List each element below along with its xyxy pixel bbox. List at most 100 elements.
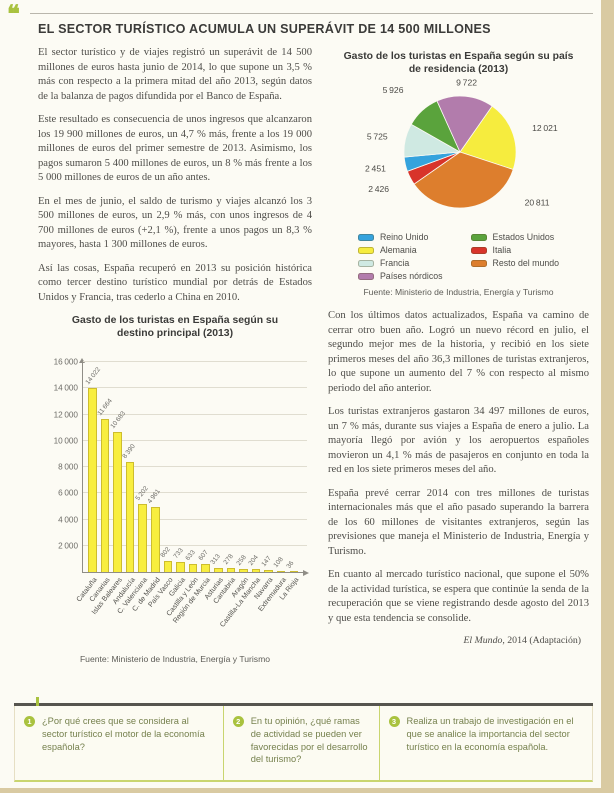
bar-slot: 633 Castilla y León [164, 362, 199, 618]
right-column: Gasto de los turistas en España según su… [328, 46, 589, 664]
bar-slot: 8 390 Andalucía [111, 362, 138, 606]
legend-item: Italia [470, 245, 560, 255]
bar [213, 567, 223, 572]
legend-label: Alemania [379, 245, 417, 255]
paragraph: Con los últimos datos actualizados, Espa… [328, 310, 589, 394]
bar-slot: 258 Aragón [229, 362, 249, 599]
bar [88, 387, 97, 572]
legend-swatch [357, 259, 374, 267]
gridline [83, 439, 307, 441]
questions-section: 1 ¿Por qué crees que se considera al sect… [14, 706, 593, 782]
question-number-badge: 1 [24, 716, 35, 727]
attribution-source: El Mundo [463, 635, 503, 646]
question-item: 2 En tu opinión, ¿qué ramas de actividad … [222, 706, 379, 780]
gridline [83, 544, 307, 546]
bar [163, 561, 173, 572]
bar-slot: 733 Galicia [167, 362, 187, 598]
bar [226, 568, 236, 572]
legend-item: Reino Unido [357, 232, 443, 242]
quote-icon: ❝ [7, 1, 20, 28]
bar [251, 569, 261, 572]
pie-slice [413, 151, 514, 209]
bar-slot: 802 País Vasco [146, 362, 174, 608]
legend-label: Italia [492, 245, 512, 255]
textbook-page: ❝ EL SECTOR TURÍSTICO ACUMULA UN SUPERÁV… [0, 0, 601, 788]
y-tick-label: 8 000 [58, 462, 78, 472]
y-tick-label: 4 000 [58, 515, 78, 524]
bar [100, 418, 110, 572]
top-rule [30, 13, 593, 14]
legend-column: Estados Unidos Italia Resto del mundo [470, 232, 560, 281]
bar-slot: 10 683 Islas Baleares [90, 362, 127, 616]
bar-chart-title: Gasto de los turistas en España según su… [71, 315, 279, 339]
attribution-rest: , 2014 (Adaptación) [502, 635, 581, 646]
bar-value-label: 633 [184, 548, 198, 562]
y-tick-label: 10 000 [53, 436, 78, 446]
legend-swatch [470, 246, 487, 254]
paragraph: En cuanto al mercado turístico nacional,… [328, 569, 589, 624]
gridline [83, 518, 307, 520]
bar [276, 570, 286, 572]
legend-swatch [357, 246, 374, 254]
bar-chart-source: Fuente: Ministerio de Industria, Energía… [79, 654, 271, 664]
bar-slot: 204 Castilla-La Mancha [219, 362, 263, 628]
pie-chart-block: Gasto de los turistas en España según su… [328, 50, 589, 297]
bar-value-label: 8 390 [121, 442, 138, 460]
bar-value-label: 313 [209, 552, 223, 566]
bar [150, 506, 160, 572]
article-title: EL SECTOR TURÍSTICO ACUMULA UN SUPERÁVIT… [38, 22, 491, 36]
left-column-text: El sector turístico y de viajes registró… [38, 46, 312, 305]
scan-edge-bottom [0, 788, 614, 793]
legend-swatch [470, 259, 487, 267]
right-column-text: Con los últimos datos actualizados, Espa… [328, 309, 589, 626]
gridline [83, 387, 307, 389]
bar-value-label: 4 961 [146, 487, 163, 505]
pie-chart: 12 021 20 811 2 426 2 451 5 725 5 926 9 722 [365, 78, 558, 209]
bar [188, 563, 198, 572]
question-item: 3 Realiza un trabajo de investigación en … [378, 706, 592, 780]
gridline [83, 466, 307, 467]
bar-chart: 2 000 4 000 6 000 8 000 10 000 12 000 14 000 16… [54, 356, 312, 654]
y-tick-label: 14 000 [53, 383, 78, 393]
paragraph: Así las cosas, España recuperó en 2013 s… [38, 262, 312, 303]
legend-item: Países nórdicos [357, 271, 443, 281]
bar-slot: 36 La Rioja [278, 362, 300, 601]
y-tick-label: 16 000 [53, 357, 78, 367]
gridline [83, 413, 307, 415]
attribution: El Mundo, 2014 (Adaptación) [328, 635, 581, 646]
legend-swatch [470, 233, 487, 241]
legend-label: Francia [379, 258, 410, 268]
bar-slot: 14 022 Cataluña [75, 362, 102, 603]
bar-slot: 4 961 C. de Madrid [130, 362, 163, 613]
bar [176, 562, 185, 572]
pie-chart-source: Fuente: Ministerio de Industria, Energía… [363, 287, 554, 297]
bar [264, 570, 273, 572]
legend-item: Alemania [357, 245, 443, 255]
pie-value-label: 20 811 [525, 198, 550, 208]
green-tick [36, 697, 39, 710]
bar-slot: 147 Navarra [253, 362, 275, 601]
pie-value-label: 9 722 [456, 78, 477, 87]
pie-slice [436, 95, 493, 153]
y-tick-label: 12 000 [53, 410, 78, 419]
bar-chart-plot: 2 000 4 000 6 000 8 000 10 000 12 000 14 000 16… [54, 358, 309, 629]
bar [239, 568, 248, 572]
legend-item: Estados Unidos [470, 232, 560, 242]
bar-value-label: 36 [285, 559, 296, 570]
paragraph: España prevé cerrar 2014 con tres millon… [328, 487, 589, 557]
legend-swatch [357, 272, 374, 280]
question-item: 1 ¿Por qué crees que se considera al sect… [15, 706, 223, 780]
article: EL SECTOR TURÍSTICO ACUMULA UN SUPERÁVIT… [38, 22, 589, 664]
paragraph: Los turistas extranjeros gastaron 34 497… [328, 406, 589, 475]
bar-slot: 278 Cantabria [212, 362, 237, 605]
bar-value-label: 108 [272, 555, 286, 569]
question-text: ¿Por qué crees que se considera al secto… [42, 716, 205, 752]
bar-chart-block: Gasto de los turistas en España según su… [38, 314, 312, 664]
pie-slice [459, 105, 517, 171]
pie-value-label: 5 725 [367, 131, 388, 141]
legend-column: Reino Unido Alemania Francia Países nórdico… [357, 232, 443, 281]
y-tick-label: 6 000 [58, 488, 78, 498]
bar-slot: 607 Región de Murcia [171, 362, 212, 625]
question-text: En tu opinión, ¿qué ramas de actividad s… [250, 716, 368, 765]
question-number-badge: 2 [232, 716, 244, 727]
